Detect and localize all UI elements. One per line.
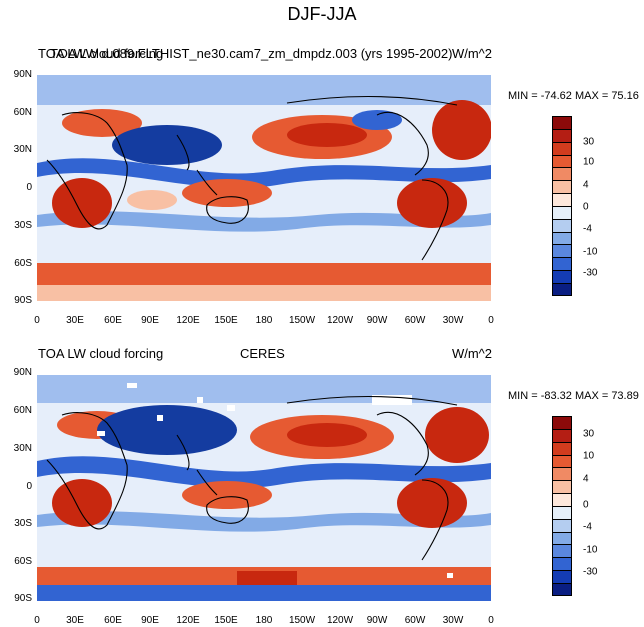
colorbar-swatch	[552, 480, 572, 494]
colorbar-label: -4	[583, 223, 592, 235]
lat-label: 30N	[13, 144, 32, 155]
colorbar-label: 4	[583, 473, 589, 485]
colorbar-label: -10	[583, 544, 598, 556]
lon-label: 0	[488, 315, 494, 326]
colorbar-swatch	[552, 582, 572, 596]
colorbar-swatch	[552, 416, 572, 429]
panel-left-title: TOA LW cloud forcing	[38, 346, 164, 361]
colorbar-swatch	[552, 270, 572, 283]
lon-label: 120W	[326, 615, 354, 626]
lon-label: 150E	[214, 615, 238, 626]
colorbar-swatch	[552, 205, 572, 219]
colorbar-label: -4	[583, 521, 592, 533]
lon-label: 0	[34, 315, 40, 326]
lon-label: 90E	[141, 315, 159, 326]
lon-label: 180	[255, 615, 273, 626]
lon-label: 0	[34, 615, 40, 626]
colorbar-swatch	[552, 128, 572, 142]
panel-model: TOA LW cloud forcing TOA LW d.089.FLTHIS…	[0, 44, 644, 326]
panel-units: W/m^2	[451, 46, 492, 61]
lon-label: 30W	[442, 615, 464, 626]
lon-label: 90W	[366, 615, 388, 626]
colorbar-swatch	[552, 557, 572, 571]
colorbar-swatch	[552, 193, 572, 206]
lon-label: 120W	[326, 315, 354, 326]
lat-label: 60N	[13, 107, 32, 118]
colorbar-swatch	[552, 531, 572, 545]
lon-label: 60E	[104, 615, 122, 626]
colorbar-label: 10	[583, 450, 595, 462]
lat-label: 0	[26, 182, 32, 193]
colorbar	[552, 416, 572, 596]
lon-label: 120E	[176, 315, 200, 326]
colorbar-swatch	[552, 441, 572, 455]
colorbar-label: 30	[583, 136, 595, 148]
colorbar-swatch	[552, 467, 572, 481]
colorbar-swatch	[552, 218, 572, 232]
colorbar-swatch	[552, 282, 572, 296]
lat-label: 90S	[14, 593, 32, 604]
lon-label: 60E	[104, 315, 122, 326]
lat-label: 60N	[13, 405, 32, 416]
colorbar-label: 0	[583, 201, 589, 213]
lat-label: 30N	[13, 443, 32, 454]
colorbar-swatch	[552, 454, 572, 468]
colorbar-label: -30	[583, 566, 598, 578]
lat-label: 90S	[14, 295, 32, 306]
lon-label: 60W	[404, 315, 426, 326]
map-ceres	[37, 375, 491, 601]
lon-label: 90E	[141, 615, 159, 626]
panel-center-title: CERES	[240, 346, 285, 361]
panel-left-title: TOA LW cloud forcing	[38, 46, 164, 61]
panel-min-max: MIN = -83.32 MAX = 73.89	[508, 390, 639, 402]
lon-label: 0	[488, 615, 494, 626]
lon-label: 180	[255, 315, 273, 326]
lat-label: 0	[26, 481, 32, 492]
map-model-field	[37, 75, 491, 301]
colorbar-swatch	[552, 244, 572, 258]
lat-label: 90N	[13, 367, 32, 378]
colorbar-swatch	[552, 505, 572, 519]
colorbar-label: 10	[583, 156, 595, 168]
lat-label: 90N	[13, 69, 32, 80]
lon-label: 150W	[288, 615, 316, 626]
colorbar-swatch	[552, 570, 572, 583]
colorbar-label: 0	[583, 499, 589, 511]
lon-label: 90W	[366, 315, 388, 326]
lon-label: 30E	[66, 315, 84, 326]
colorbar-label: 4	[583, 179, 589, 191]
colorbar-swatch	[552, 428, 572, 442]
map-ceres-field	[37, 375, 491, 601]
lat-label: 30S	[14, 220, 32, 231]
lon-label: 30W	[442, 315, 464, 326]
colorbar-swatch	[552, 231, 572, 245]
map-model	[37, 75, 491, 301]
lon-label: 150E	[214, 315, 238, 326]
lat-label: 30S	[14, 518, 32, 529]
colorbar-swatch	[552, 180, 572, 194]
colorbar-swatch	[552, 493, 572, 506]
colorbar-swatch	[552, 257, 572, 271]
lon-label: 150W	[288, 315, 316, 326]
colorbar-swatch	[552, 518, 572, 532]
lat-label: 60S	[14, 556, 32, 567]
colorbar-swatch	[552, 154, 572, 168]
colorbar-swatch	[552, 167, 572, 181]
figure-title: DJF-JJA	[287, 4, 357, 24]
colorbar-label: 30	[583, 428, 595, 440]
panel-ceres: TOA LW cloud forcing CERES W/m^2 MIN = -…	[0, 344, 644, 626]
panel-overlap-title: TOA LW d.089.FLTHIST_ne30.cam7_zm_dmpdz.…	[50, 46, 453, 61]
lon-label: 120E	[176, 615, 200, 626]
lat-label: 60S	[14, 258, 32, 269]
colorbar-label: -30	[583, 267, 598, 279]
colorbar-swatch	[552, 141, 572, 155]
colorbar-label: -10	[583, 246, 598, 258]
colorbar-swatch	[552, 544, 572, 558]
lon-label: 60W	[404, 615, 426, 626]
colorbar-swatch	[552, 116, 572, 129]
lon-label: 30E	[66, 615, 84, 626]
panel-units: W/m^2	[451, 346, 492, 361]
panel-min-max: MIN = -74.62 MAX = 75.16	[508, 90, 639, 102]
colorbar	[552, 116, 572, 296]
